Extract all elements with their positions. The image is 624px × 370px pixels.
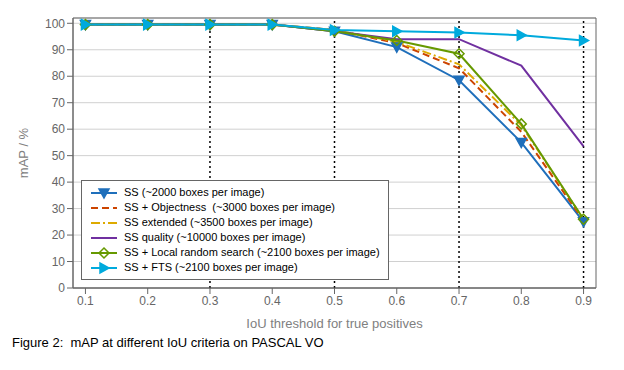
svg-text:10: 10	[52, 255, 66, 269]
svg-text:60: 60	[52, 122, 66, 136]
html-text:SS extended (~3500 boxes per i: SS extended (~3500 boxes per image)	[124, 216, 313, 228]
svg-text:90: 90	[52, 43, 66, 57]
svg-text:0.9: 0.9	[575, 294, 592, 308]
svg-text:50: 50	[52, 149, 66, 163]
svg-text:0.6: 0.6	[388, 294, 405, 308]
svg-text:30: 30	[52, 202, 66, 216]
svg-text:mAP / %: mAP / %	[16, 127, 31, 178]
svg-text:0.1: 0.1	[77, 294, 94, 308]
html-text:SS + Local random search (~210: SS + Local random search (~2100 boxes pe…	[124, 246, 380, 258]
svg-text:0.5: 0.5	[326, 294, 343, 308]
svg-text:0.7: 0.7	[451, 294, 468, 308]
svg-text:IoU threshold for true positiv: IoU threshold for true positives	[246, 316, 423, 331]
svg-text:20: 20	[52, 228, 66, 242]
svg-text:40: 40	[52, 175, 66, 189]
html-text:SS quality (~10000 boxes per i: SS quality (~10000 boxes per image)	[124, 231, 306, 243]
svg-text:0.3: 0.3	[202, 294, 219, 308]
html-text:SS (~2000 boxes per image): SS (~2000 boxes per image)	[124, 186, 265, 198]
svg-text:0.2: 0.2	[139, 294, 156, 308]
svg-text:0.8: 0.8	[513, 294, 530, 308]
svg-text:0: 0	[58, 281, 65, 295]
svg-text:0.4: 0.4	[264, 294, 281, 308]
html-text:SS + FTS (~2100 boxes per imag: SS + FTS (~2100 boxes per image)	[124, 261, 298, 273]
svg-text:100: 100	[45, 17, 65, 31]
html-text:Figure 2: mAP at different IoU: Figure 2: mAP at different IoU criteria …	[12, 335, 324, 350]
svg-text:70: 70	[52, 96, 66, 110]
html-text:SS + Objectness (~3000 boxes p: SS + Objectness (~3000 boxes per image)	[124, 201, 335, 213]
svg-text:80: 80	[52, 69, 66, 83]
